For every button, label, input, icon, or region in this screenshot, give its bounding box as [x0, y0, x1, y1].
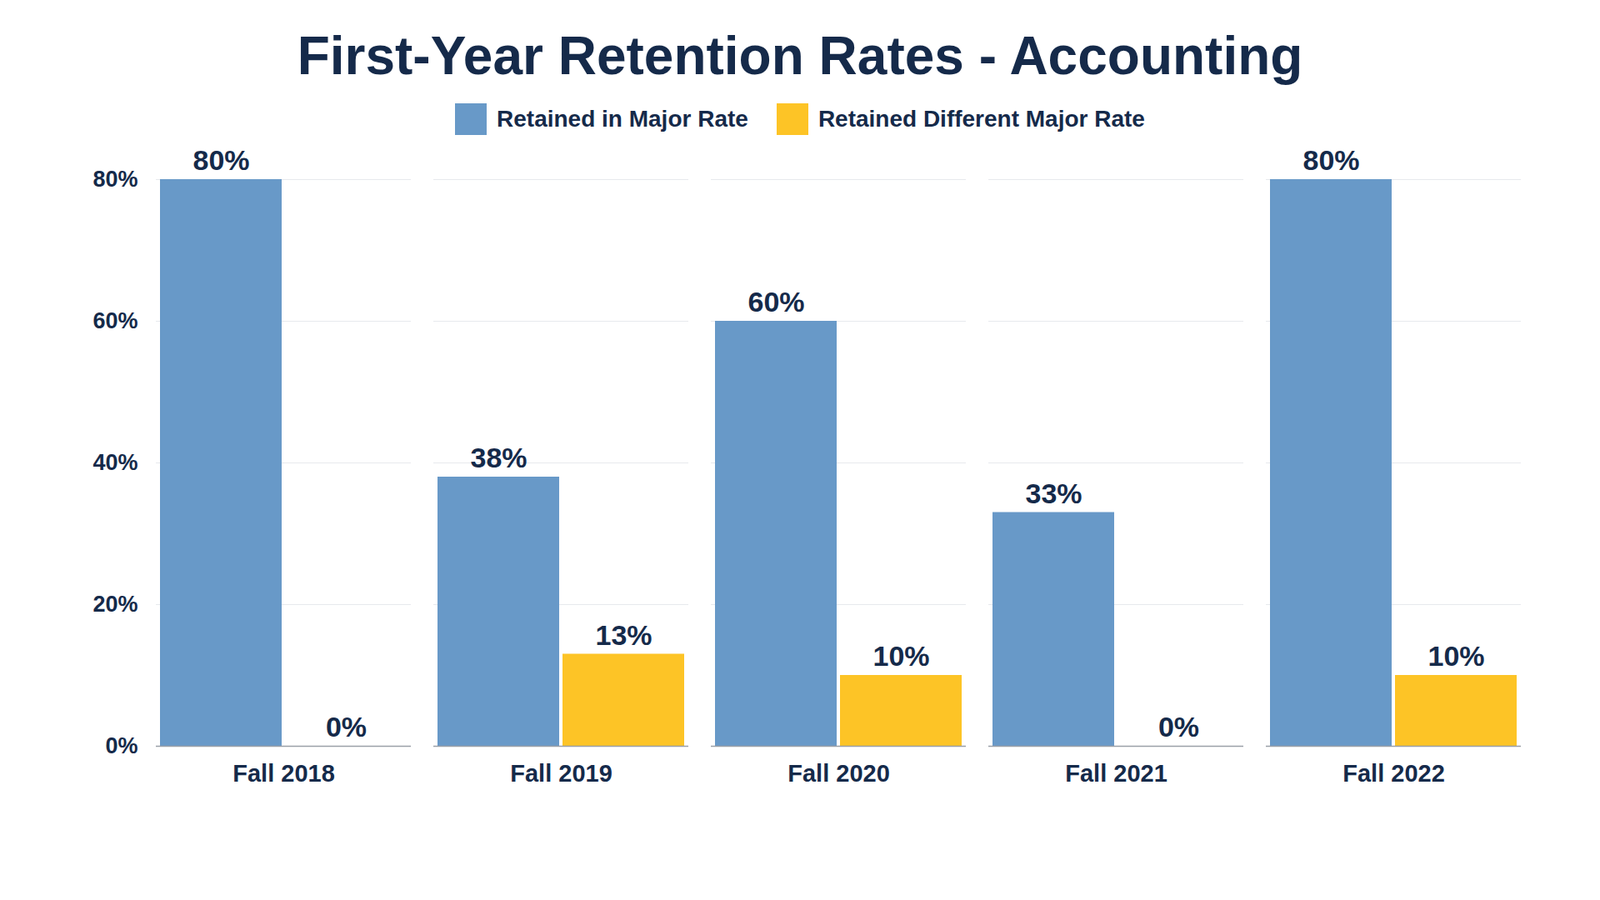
svg-text:80%: 80%: [192, 144, 250, 176]
svg-text:Fall 2018: Fall 2018: [232, 760, 335, 787]
svg-text:80%: 80%: [92, 166, 138, 192]
svg-text:10%: 10%: [872, 640, 930, 672]
svg-text:Fall 2021: Fall 2021: [1065, 760, 1168, 787]
svg-text:0%: 0%: [105, 733, 138, 759]
svg-text:10%: 10%: [1427, 640, 1485, 672]
svg-text:20%: 20%: [92, 591, 138, 617]
svg-text:Fall 2020: Fall 2020: [787, 760, 890, 787]
svg-text:0%: 0%: [1158, 710, 1200, 743]
html-text:First-Year Retention Rates - A: First-Year Retention Rates - Accounting: [297, 25, 1303, 86]
svg-text:60%: 60%: [92, 308, 138, 334]
svg-text:38%: 38%: [470, 441, 527, 474]
svg-text:80%: 80%: [1302, 144, 1360, 176]
svg-text:33%: 33%: [1025, 477, 1082, 510]
svg-text:40%: 40%: [92, 450, 138, 475]
svg-text:0%: 0%: [325, 710, 367, 743]
svg-text:13%: 13%: [595, 619, 652, 651]
svg-text:Fall 2019: Fall 2019: [510, 760, 613, 787]
html-text:Retained Different Major Rate: Retained Different Major Rate: [818, 105, 1145, 132]
svg-text:60%: 60%: [747, 285, 805, 318]
html-text:Retained in Major Rate: Retained in Major Rate: [496, 105, 749, 132]
svg-text:Fall 2022: Fall 2022: [1342, 760, 1445, 787]
